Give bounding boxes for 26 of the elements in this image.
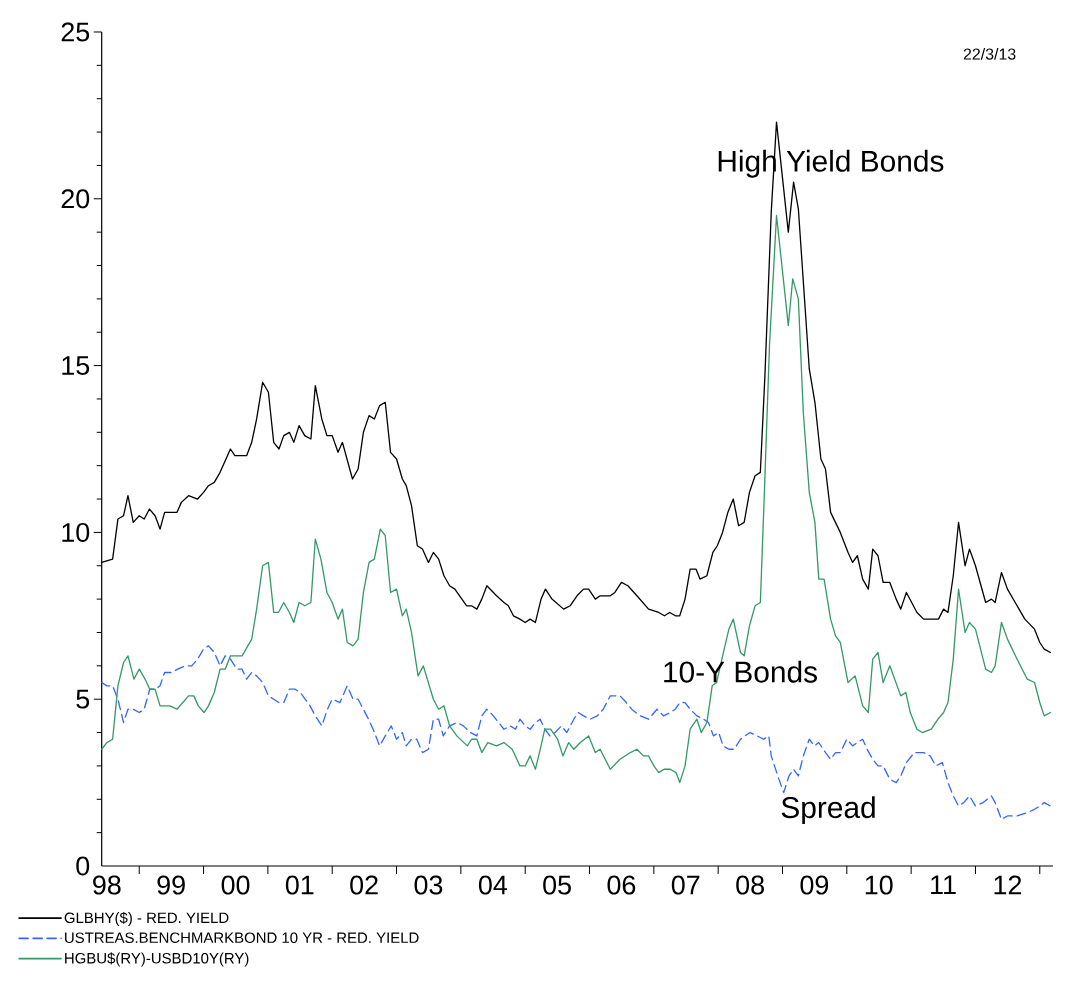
y-tick-label: 5 [76, 689, 90, 709]
x-tick-label: 01 [285, 875, 314, 895]
x-tick-label: 08 [736, 875, 764, 895]
x-tick-label: 11 [931, 875, 956, 895]
x-tick-label: 10 [865, 875, 893, 895]
x-tick-label: 07 [671, 875, 700, 895]
y-tick-label: 0 [76, 856, 90, 876]
x-tick-label: 05 [543, 875, 571, 895]
x-tick-label: 04 [478, 875, 508, 895]
x-tick-label: 00 [221, 875, 250, 895]
x-tick-label: 06 [607, 875, 636, 895]
annotation: 22/3/13 [963, 48, 1016, 60]
x-tick-label: 99 [157, 875, 185, 895]
x-tick-label: 02 [350, 875, 378, 895]
x-tick-label: 98 [93, 875, 121, 895]
y-tick-label: 10 [62, 522, 90, 542]
y-tick-label: 25 [61, 22, 90, 42]
legend-label: HGBU$(RY)-USBD10Y(RY) [65, 952, 249, 967]
legend-label: USTREAS.BENCHMARKBOND 10 YR - RED. YIELD [65, 932, 419, 943]
annotation: Spread [781, 796, 875, 825]
x-tick-label: 03 [414, 875, 443, 895]
x-tick-label: 12 [994, 875, 1022, 895]
legend-label: GLBHY($) - RED. YIELD [64, 911, 229, 927]
y-tick-label: 15 [62, 356, 90, 375]
x-tick-label: 09 [800, 875, 829, 895]
y-tick-label: 20 [61, 189, 90, 209]
